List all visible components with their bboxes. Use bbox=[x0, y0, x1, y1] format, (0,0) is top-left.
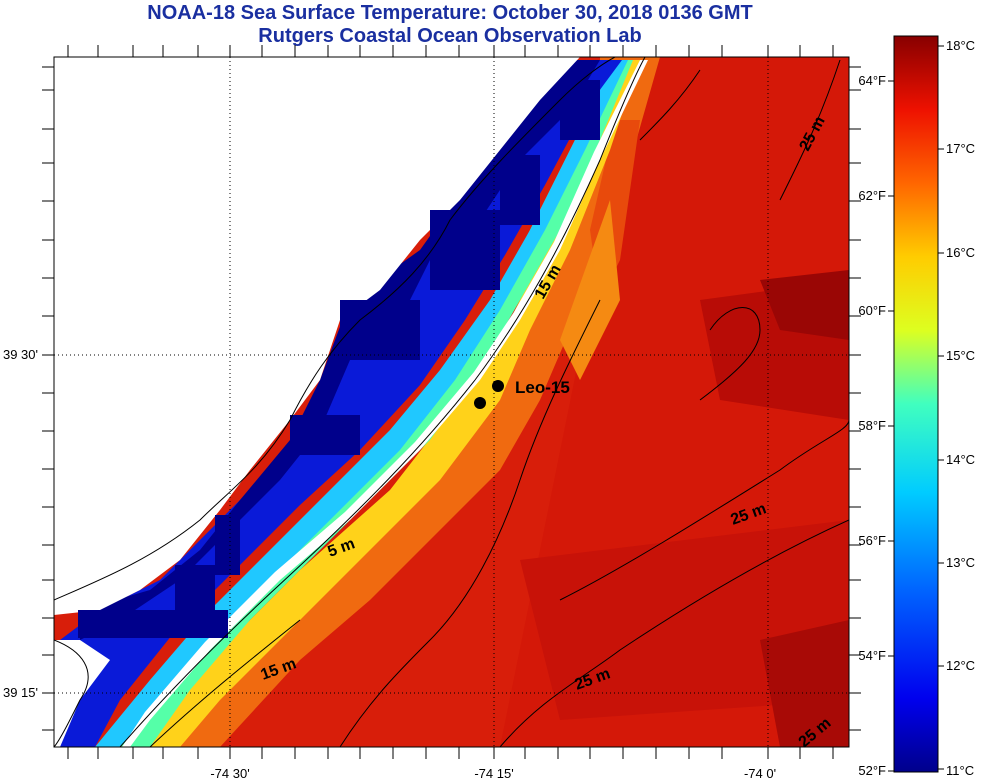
colorbar-ticks bbox=[888, 45, 944, 772]
x-tick-marks bbox=[67, 45, 834, 759]
map-subtitle: Rutgers Coastal Ocean Observation Lab bbox=[258, 25, 642, 47]
x-tick-label: -74 30' bbox=[210, 766, 249, 781]
colorbar-celsius-label: 14°C bbox=[946, 452, 975, 467]
x-tick-label: -74 0' bbox=[744, 766, 776, 781]
colorbar-celsius-label: 18°C bbox=[946, 38, 975, 53]
colorbar-celsius-label: 16°C bbox=[946, 245, 975, 260]
y-tick-label: 39 15' bbox=[3, 685, 38, 700]
colorbar-celsius-label: 11°C bbox=[946, 763, 974, 778]
colorbar-fahrenheit-label: 52°F bbox=[858, 763, 886, 778]
sst-field bbox=[54, 57, 849, 747]
x-tick-label: -74 15' bbox=[474, 766, 513, 781]
leo15-marker bbox=[492, 380, 504, 392]
colorbar-fahrenheit-label: 60°F bbox=[858, 303, 886, 318]
colorbar-fahrenheit-label: 56°F bbox=[858, 533, 886, 548]
colorbar-fahrenheit-label: 58°F bbox=[858, 418, 886, 433]
y-tick-marks bbox=[42, 66, 861, 731]
colorbar-fahrenheit-label: 64°F bbox=[858, 73, 886, 88]
map-title: NOAA-18 Sea Surface Temperature: October… bbox=[147, 2, 753, 24]
colorbar-celsius-label: 15°C bbox=[946, 348, 975, 363]
colorbar-celsius-label: 13°C bbox=[946, 555, 975, 570]
colorbar-fahrenheit-label: 54°F bbox=[858, 648, 886, 663]
colorbar-celsius-label: 12°C bbox=[946, 658, 975, 673]
colorbar-celsius-label: 17°C bbox=[946, 141, 975, 156]
y-tick-label: 39 30' bbox=[3, 347, 38, 362]
leo15-marker-secondary bbox=[474, 397, 486, 409]
leo15-label: Leo-15 bbox=[515, 378, 570, 397]
colorbar-fahrenheit-label: 62°F bbox=[858, 188, 886, 203]
colorbar bbox=[893, 35, 939, 773]
